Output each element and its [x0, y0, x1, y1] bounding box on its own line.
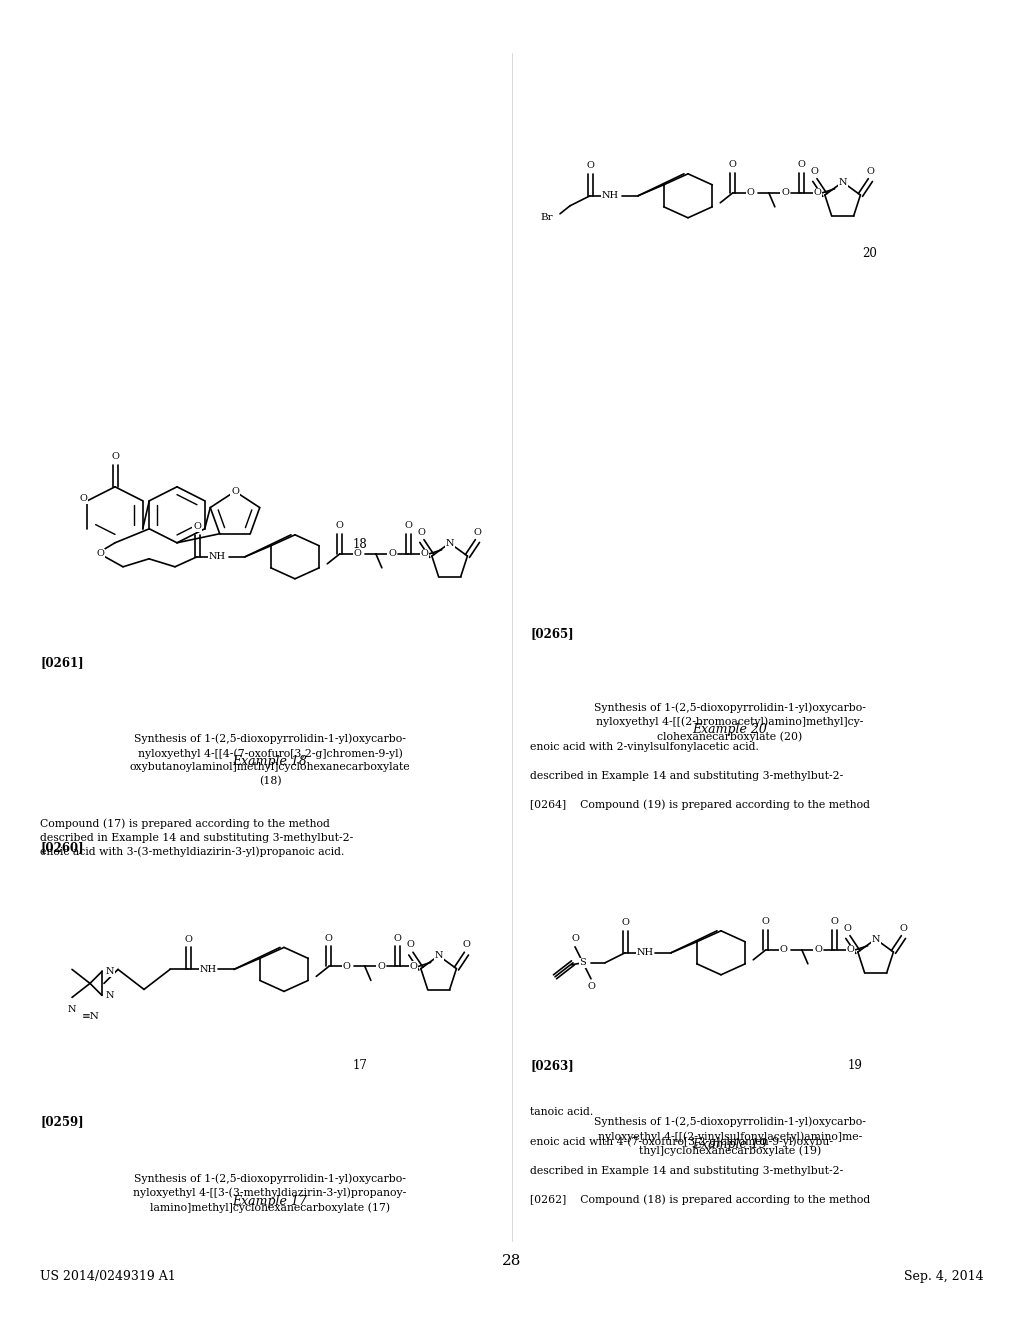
Text: O: O	[586, 161, 594, 170]
Text: O: O	[847, 945, 854, 954]
Text: O: O	[325, 935, 333, 942]
Text: 20: 20	[862, 247, 878, 260]
Text: O: O	[377, 962, 385, 972]
Text: O: O	[96, 549, 104, 558]
Text: O: O	[811, 166, 819, 176]
Text: O: O	[407, 940, 415, 949]
Text: O: O	[729, 160, 737, 169]
Text: N: N	[445, 539, 454, 548]
Text: described in Example 14 and substituting 3-methylbut-2-: described in Example 14 and substituting…	[530, 771, 843, 781]
Text: Example 20: Example 20	[692, 723, 767, 737]
Text: O: O	[844, 924, 852, 932]
Text: S: S	[580, 958, 587, 968]
Text: Sep. 4, 2014: Sep. 4, 2014	[904, 1270, 984, 1283]
Text: Synthesis of 1-(2,5-dioxopyrrolidin-1-yl)oxycarbo-
nyloxyethyl 4-[[(2-bromoacety: Synthesis of 1-(2,5-dioxopyrrolidin-1-yl…	[594, 702, 866, 742]
Text: O: O	[780, 945, 787, 954]
Text: O: O	[421, 549, 428, 558]
Text: O: O	[798, 160, 805, 169]
Text: N: N	[105, 991, 115, 1001]
Text: [0265]: [0265]	[530, 627, 573, 640]
Text: O: O	[184, 935, 191, 944]
Text: O: O	[571, 935, 579, 944]
Text: [0262]    Compound (18) is prepared according to the method: [0262] Compound (18) is prepared accordi…	[530, 1195, 870, 1205]
Text: Example 18: Example 18	[232, 755, 307, 768]
Text: N: N	[68, 1005, 76, 1014]
Text: Synthesis of 1-(2,5-dioxopyrrolidin-1-yl)oxycarbo-
nyloxyethyl 4-[[(2-vinylsulfo: Synthesis of 1-(2,5-dioxopyrrolidin-1-yl…	[594, 1117, 866, 1156]
Text: Example 17: Example 17	[232, 1195, 307, 1208]
Text: ≡N: ≡N	[82, 1012, 100, 1020]
Text: Synthesis of 1-(2,5-dioxopyrrolidin-1-yl)oxycarbo-
nyloxyethyl 4-[[4-(7-oxofuro[: Synthesis of 1-(2,5-dioxopyrrolidin-1-yl…	[130, 734, 411, 787]
Text: O: O	[746, 189, 755, 197]
Text: NH: NH	[209, 552, 225, 561]
Text: O: O	[410, 962, 418, 972]
Text: O: O	[111, 453, 119, 461]
Text: Br: Br	[540, 214, 553, 222]
Text: O: O	[830, 917, 839, 927]
Text: O: O	[404, 521, 413, 531]
Text: [0261]: [0261]	[40, 656, 84, 669]
Text: N: N	[434, 952, 443, 960]
Text: O: O	[354, 549, 361, 558]
Text: [0259]: [0259]	[40, 1115, 84, 1129]
Text: N: N	[105, 966, 115, 975]
Text: O: O	[393, 935, 401, 942]
Text: O: O	[463, 940, 470, 949]
Text: O: O	[899, 924, 907, 932]
Text: N: N	[871, 935, 880, 944]
Text: [0264]    Compound (19) is prepared according to the method: [0264] Compound (19) is prepared accordi…	[530, 800, 870, 810]
Text: O: O	[813, 189, 821, 197]
Text: 17: 17	[352, 1059, 368, 1072]
Text: O: O	[343, 962, 351, 972]
Text: O: O	[762, 917, 770, 927]
Text: O: O	[587, 982, 595, 991]
Text: NH: NH	[200, 965, 216, 974]
Text: enoic acid with 2-vinylsulfonylacetic acid.: enoic acid with 2-vinylsulfonylacetic ac…	[530, 742, 759, 752]
Text: O: O	[814, 945, 822, 954]
Text: O: O	[388, 549, 396, 558]
Text: O: O	[194, 523, 201, 532]
Text: [0260]: [0260]	[40, 841, 84, 854]
Text: Example 19: Example 19	[692, 1138, 767, 1151]
Text: O: O	[79, 494, 87, 503]
Text: O: O	[781, 189, 788, 197]
Text: 18: 18	[352, 537, 368, 550]
Text: US 2014/0249319 A1: US 2014/0249319 A1	[40, 1270, 176, 1283]
Text: O: O	[231, 487, 239, 496]
Text: Synthesis of 1-(2,5-dioxopyrrolidin-1-yl)oxycarbo-
nyloxyethyl 4-[[3-(3-methyldi: Synthesis of 1-(2,5-dioxopyrrolidin-1-yl…	[133, 1173, 407, 1213]
Text: O: O	[866, 166, 874, 176]
Text: NH: NH	[601, 191, 618, 201]
Text: [0263]: [0263]	[530, 1059, 573, 1072]
Text: Compound (17) is prepared according to the method
described in Example 14 and su: Compound (17) is prepared according to t…	[40, 818, 353, 857]
Text: O: O	[336, 521, 344, 531]
Text: tanoic acid.: tanoic acid.	[530, 1107, 593, 1118]
Text: 19: 19	[848, 1059, 862, 1072]
Text: O: O	[473, 528, 481, 536]
Text: enoic acid with 4-(7-oxofuro[3,2-g]chromen-9-yl)oxybu-: enoic acid with 4-(7-oxofuro[3,2-g]chrom…	[530, 1137, 833, 1147]
Text: described in Example 14 and substituting 3-methylbut-2-: described in Example 14 and substituting…	[530, 1166, 843, 1176]
Text: O: O	[622, 919, 629, 927]
Text: O: O	[418, 528, 426, 536]
Text: N: N	[839, 178, 847, 186]
Text: NH: NH	[637, 948, 653, 957]
Text: 28: 28	[503, 1254, 521, 1269]
